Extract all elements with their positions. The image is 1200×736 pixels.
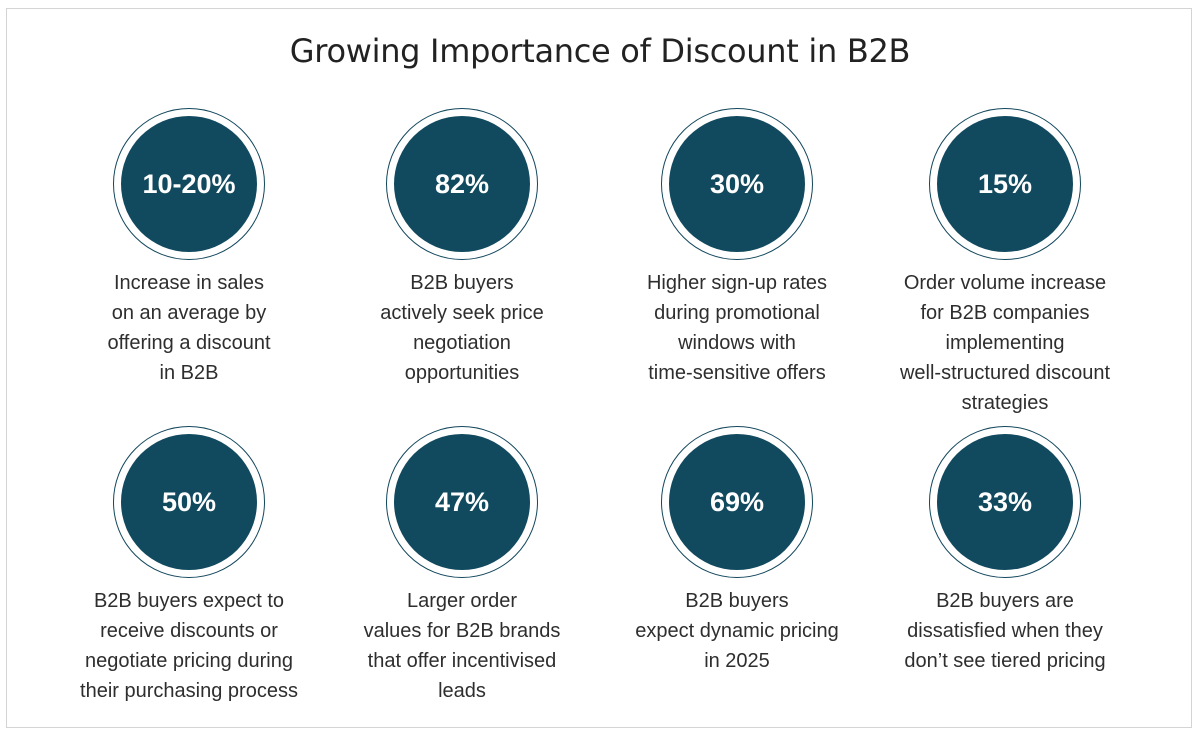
stat-description: Higher sign-up rates during promotional wi…: [612, 268, 862, 388]
stat-value: 69%: [669, 434, 805, 570]
stat-description: Order volume increase for B2B companies im…: [880, 268, 1130, 418]
stat-card: 69% B2B buyers expect dynamic pricing in 20…: [612, 426, 862, 676]
stat-description-line: B2B buyers are: [936, 590, 1074, 612]
stat-description-line: Higher sign-up rates: [646, 272, 828, 294]
stat-card: 30% Higher sign-up rates during promotiona…: [612, 108, 862, 388]
stat-description-line: on an average by: [111, 302, 267, 324]
stat-description-line: Increase in sales: [113, 272, 265, 294]
stat-description: Increase in sales on an average by offerin…: [64, 268, 314, 388]
stat-description-line: that offer incentivised: [367, 650, 557, 672]
stat-description-line: opportunities: [404, 362, 520, 384]
stat-description-line: negotiation: [413, 332, 511, 354]
stat-card: 33% B2B buyers are dissatisfied when they d…: [880, 426, 1130, 676]
stat-description-line: don’t see tiered pricing: [904, 650, 1106, 672]
stat-description-line: dissatisfied when they: [907, 620, 1103, 642]
stat-description-line: strategies: [961, 392, 1049, 414]
stat-description-line: Larger order: [406, 590, 518, 612]
stat-description-line: offering a discount: [107, 332, 271, 354]
stat-ring: 50%: [113, 426, 265, 578]
stat-ring: 47%: [386, 426, 538, 578]
stat-card: 82% B2B buyers actively seek price negotiat…: [337, 108, 587, 388]
stat-value: 30%: [669, 116, 805, 252]
stat-value: 82%: [394, 116, 530, 252]
stat-value: 15%: [937, 116, 1073, 252]
stat-description-line: Order volume increase: [903, 272, 1107, 294]
stat-description-line: their purchasing process: [80, 680, 298, 702]
stat-card: 15% Order volume increase for B2B companie…: [880, 108, 1130, 418]
stat-ring: 15%: [929, 108, 1081, 260]
stat-value: 33%: [937, 434, 1073, 570]
stat-value: 47%: [394, 434, 530, 570]
stat-description: B2B buyers expect to receive discounts or…: [64, 586, 314, 706]
stat-description-line: actively seek price: [380, 302, 544, 324]
stat-value: 10-20%: [121, 116, 257, 252]
stat-card: 10-20% Increase in sales on an average by o…: [64, 108, 314, 388]
stat-card: 47% Larger order values for B2B brands that…: [337, 426, 587, 706]
stat-description-line: expect dynamic pricing: [635, 620, 839, 642]
stat-description-line: B2B buyers expect to: [93, 590, 285, 612]
stat-ring: 69%: [661, 426, 813, 578]
stat-description: B2B buyers expect dynamic pricing in 2025: [612, 586, 862, 676]
stat-description-line: B2B buyers: [410, 272, 514, 294]
stat-description-line: B2B buyers: [685, 590, 789, 612]
stat-description-line: in 2025: [704, 650, 770, 672]
stat-description: B2B buyers are dissatisfied when they don’…: [880, 586, 1130, 676]
stat-card: 50% B2B buyers expect to receive discounts…: [64, 426, 314, 706]
stat-description-line: time-sensitive offers: [648, 362, 826, 384]
stat-description-line: during promotional: [654, 302, 820, 324]
stat-ring: 82%: [386, 108, 538, 260]
stat-description-line: values for B2B brands: [363, 620, 561, 642]
stat-description-line: in B2B: [159, 362, 219, 384]
stat-description-line: windows with: [678, 332, 796, 354]
stat-ring: 30%: [661, 108, 813, 260]
stat-value: 50%: [121, 434, 257, 570]
stat-description-line: well-structured discount: [899, 362, 1111, 384]
stat-ring: 10-20%: [113, 108, 265, 260]
stat-description-line: implementing: [945, 332, 1065, 354]
stat-description-line: for B2B companies: [920, 302, 1090, 324]
stat-description-line: leads: [438, 680, 486, 702]
stat-description-line: negotiate pricing during: [85, 650, 293, 672]
stat-ring: 33%: [929, 426, 1081, 578]
stat-description: B2B buyers actively seek price negotiation…: [337, 268, 587, 388]
stat-description: Larger order values for B2B brands that of…: [337, 586, 587, 706]
stat-description-line: receive discounts or: [100, 620, 278, 642]
page-title: Growing Importance of Discount in B2B: [289, 32, 911, 70]
